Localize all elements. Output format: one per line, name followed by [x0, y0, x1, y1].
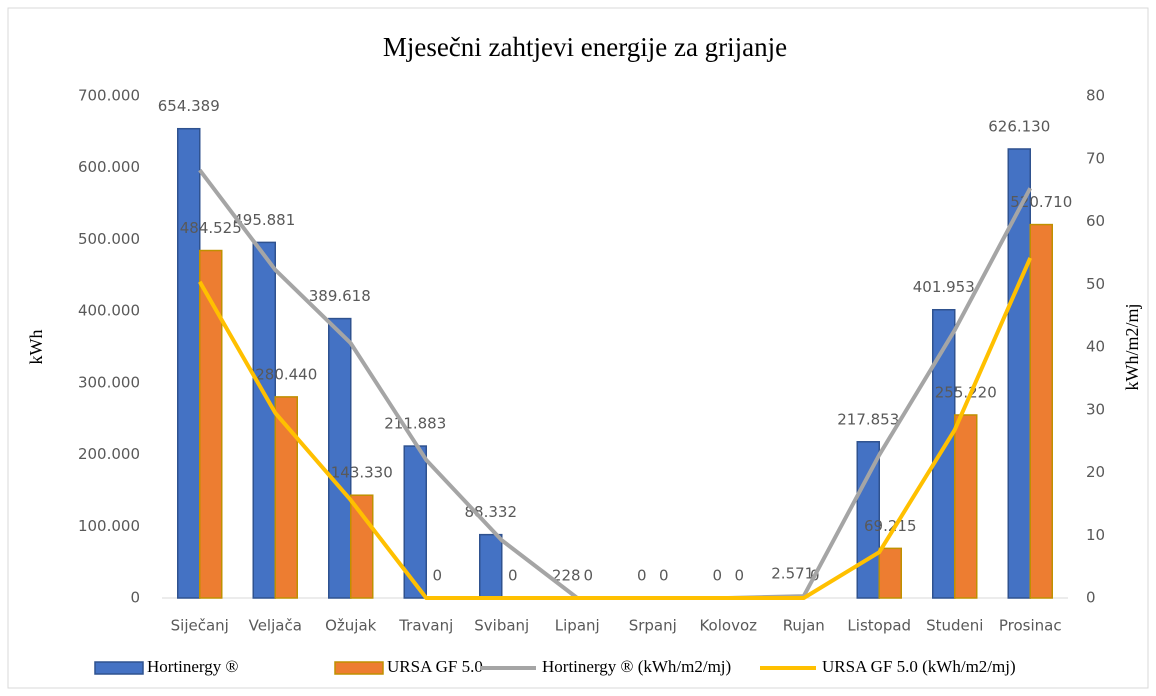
y2-tick-label: 80 [1086, 87, 1105, 105]
legend-label: URSA GF 5.0 (kWh/m2/mj) [822, 657, 1016, 676]
chart-title: Mjesečni zahtjevi energije za grijanje [383, 32, 787, 62]
data-label: 495.881 [233, 211, 295, 229]
data-label: 401.953 [913, 278, 975, 296]
y2-tick-label: 0 [1086, 589, 1096, 607]
y-tick-label: 0 [130, 589, 140, 607]
data-label: 0 [734, 567, 744, 585]
data-label: 0 [432, 567, 442, 585]
legend-swatch [334, 661, 384, 675]
x-tick-label: Lipanj [555, 617, 600, 635]
y2-axis-label: kWh/m2/mj [1122, 304, 1142, 391]
y-tick-label: 500.000 [78, 230, 140, 248]
data-label: 484.525 [180, 219, 242, 237]
data-label: 389.618 [309, 287, 371, 305]
y2-tick-label: 10 [1086, 526, 1105, 544]
legend-swatch [94, 661, 144, 675]
y2-tick-label: 20 [1086, 463, 1105, 481]
legend-label: URSA GF 5.0 [387, 657, 483, 676]
x-tick-label: Listopad [847, 617, 911, 635]
y-tick-label: 200.000 [78, 445, 140, 463]
data-label: 0 [659, 567, 669, 585]
bar [1029, 223, 1053, 599]
y2-tick-label: 30 [1086, 400, 1105, 418]
data-label: 0 [712, 567, 722, 585]
bar [350, 494, 374, 599]
data-label: 0 [508, 567, 518, 585]
bar [954, 414, 978, 599]
y-tick-label: 600.000 [78, 158, 140, 176]
bar [274, 396, 298, 599]
y-tick-label: 700.000 [78, 87, 140, 105]
bar [252, 241, 276, 599]
data-label: 143.330 [331, 464, 393, 482]
bar [856, 441, 880, 599]
x-tick-label: Siječanj [171, 617, 229, 635]
x-tick-label: Veljača [249, 617, 302, 635]
data-label: 217.853 [837, 410, 899, 428]
data-label: 255.220 [935, 383, 997, 401]
line [198, 257, 1033, 600]
y-tick-label: 400.000 [78, 302, 140, 320]
data-label: 626.130 [988, 117, 1050, 135]
data-label: 69.215 [864, 517, 917, 535]
data-label: 2.571 [771, 565, 814, 583]
data-label: 280.440 [255, 365, 317, 383]
y2-tick-label: 70 [1086, 149, 1105, 167]
data-label: 0 [637, 567, 647, 585]
y-tick-label: 100.000 [78, 517, 140, 535]
x-tick-label: Travanj [398, 617, 453, 635]
x-tick-label: Svibanj [474, 617, 529, 635]
bar [1007, 148, 1031, 599]
bar [328, 317, 352, 599]
y2-tick-label: 60 [1086, 212, 1105, 230]
y-axis-label: kWh [26, 330, 46, 365]
data-label: 654.389 [158, 97, 220, 115]
data-label: 211.883 [384, 415, 446, 433]
data-label: 0 [583, 567, 593, 585]
x-tick-label: Srpanj [629, 617, 677, 635]
bar [878, 547, 902, 599]
legend-label: Hortinergy ® [147, 657, 239, 676]
x-tick-label: Prosinac [999, 617, 1062, 635]
x-tick-label: Studeni [926, 617, 983, 635]
y2-tick-label: 50 [1086, 275, 1105, 293]
bar [479, 533, 503, 599]
bar [199, 249, 223, 599]
bar [177, 127, 201, 599]
x-tick-label: Kolovoz [699, 617, 757, 635]
x-tick-label: Ožujak [325, 617, 377, 635]
bar [932, 308, 956, 599]
x-tick-label: Rujan [783, 617, 825, 635]
y2-tick-label: 40 [1086, 338, 1105, 356]
data-label: 88.332 [465, 503, 518, 521]
data-label: 228 [552, 566, 581, 584]
legend-label: Hortinergy ® (kWh/m2/mj) [542, 657, 731, 676]
y-tick-label: 300.000 [78, 373, 140, 391]
